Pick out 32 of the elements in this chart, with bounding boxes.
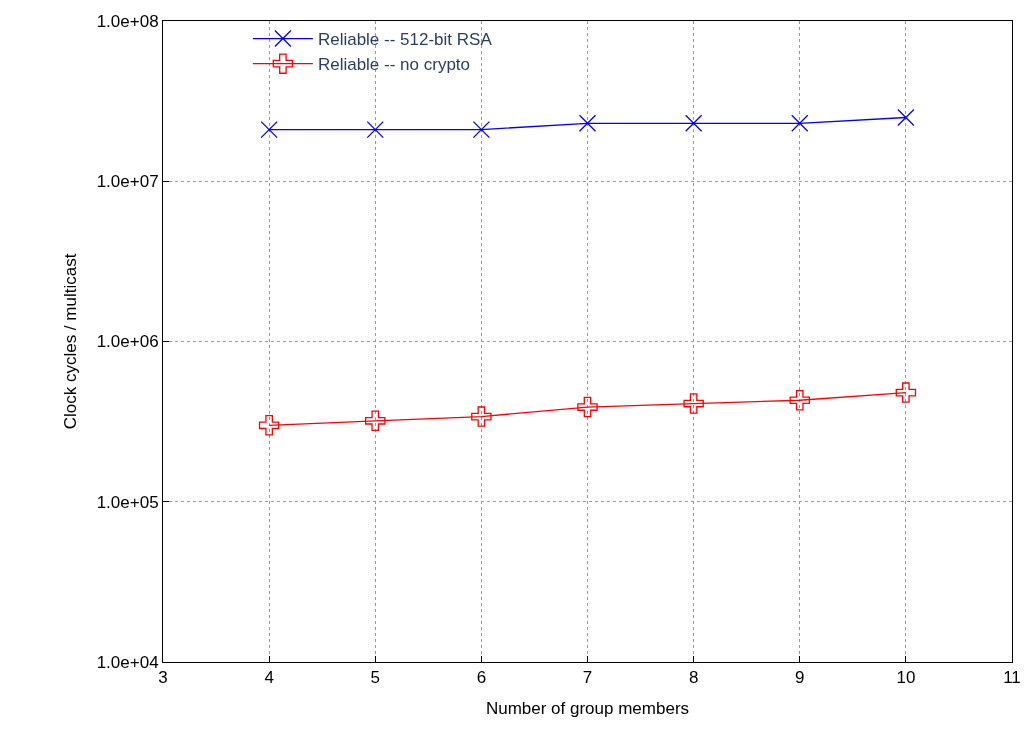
y-tick-label: 1.0e+07 — [96, 172, 159, 192]
x-tick-label: 4 — [264, 668, 274, 688]
point — [366, 120, 384, 139]
x-tick-label: 7 — [582, 668, 593, 688]
x-tick-label: 11 — [1003, 668, 1021, 688]
point — [578, 114, 597, 132]
point — [258, 415, 280, 436]
x-tick-label: 8 — [688, 668, 699, 688]
legend-label: Reliable -- 512-bit RSA — [317, 30, 493, 50]
y-tick-label: 1.0e+06 — [96, 332, 159, 352]
x-tick-label: 9 — [795, 668, 805, 688]
point — [365, 410, 386, 432]
point — [471, 406, 492, 427]
x-tick-label: 6 — [476, 668, 487, 688]
point — [683, 393, 704, 414]
legend-label: Reliable -- no crypto — [317, 55, 471, 75]
y-tick-label: 1.0e+08 — [96, 11, 159, 31]
x-tick-label: 10 — [896, 668, 916, 688]
point — [895, 382, 917, 403]
point — [789, 389, 810, 411]
point — [791, 114, 809, 132]
point — [260, 120, 278, 139]
point — [577, 396, 598, 418]
point — [472, 120, 491, 139]
y-axis-title: Clock cycles / multicast — [61, 253, 81, 430]
point — [684, 114, 703, 132]
x-tick-label: 3 — [158, 668, 168, 688]
y-tick-label: 1.0e+05 — [96, 492, 159, 512]
point — [897, 108, 915, 127]
y-tick-label: 1.0e+04 — [96, 652, 159, 672]
x-tick-label: 5 — [370, 668, 380, 688]
x-axis-title: Number of group members — [485, 698, 690, 718]
